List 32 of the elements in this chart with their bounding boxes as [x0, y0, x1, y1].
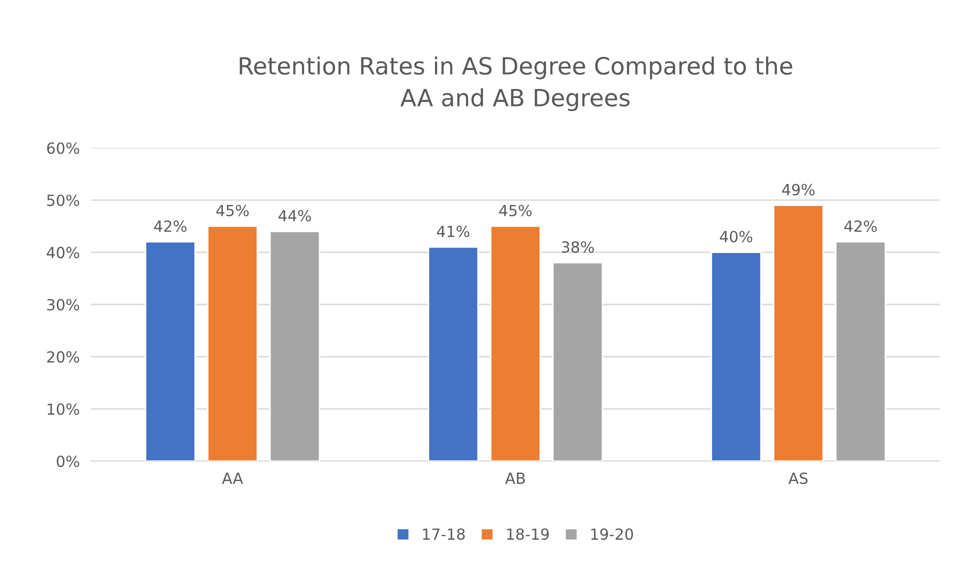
bar — [269, 230, 320, 462]
data-label: 41% — [436, 226, 470, 238]
data-label: 45% — [499, 204, 532, 216]
y-tick-label: 60% — [47, 142, 80, 154]
x-tick-label: AA — [222, 472, 244, 484]
data-label: 42% — [154, 220, 186, 232]
x-tick-label: AB — [505, 472, 525, 484]
data-label: 49% — [782, 184, 815, 196]
y-tick-label: 30% — [47, 298, 80, 311]
legend-label: 18-19 — [507, 528, 549, 540]
bar — [710, 252, 762, 462]
y-tick-label: 10% — [48, 403, 80, 415]
data-label: 40% — [720, 230, 752, 242]
x-tick-label: AS — [788, 472, 808, 484]
bar — [552, 262, 604, 462]
bar — [490, 226, 541, 462]
y-tick-label: 20% — [47, 351, 80, 363]
chart-title: Retention Rates in AS Degree Compared to the AA and AB Degrees — [240, 56, 792, 112]
bar — [144, 241, 196, 462]
y-tick-label: 40% — [46, 246, 80, 258]
legend-label: 17-18 — [423, 528, 465, 540]
bar — [772, 204, 824, 462]
data-label: 45% — [216, 204, 249, 216]
data-label: 38% — [562, 241, 594, 253]
y-tick-label: 0% — [56, 456, 80, 468]
y-tick-label: 50% — [47, 194, 80, 206]
legend-label: 19-20 — [591, 528, 633, 540]
data-label: 44% — [278, 210, 311, 222]
data-label: 42% — [844, 220, 877, 232]
bar — [207, 226, 258, 462]
bar — [428, 246, 479, 462]
bar — [835, 241, 886, 462]
